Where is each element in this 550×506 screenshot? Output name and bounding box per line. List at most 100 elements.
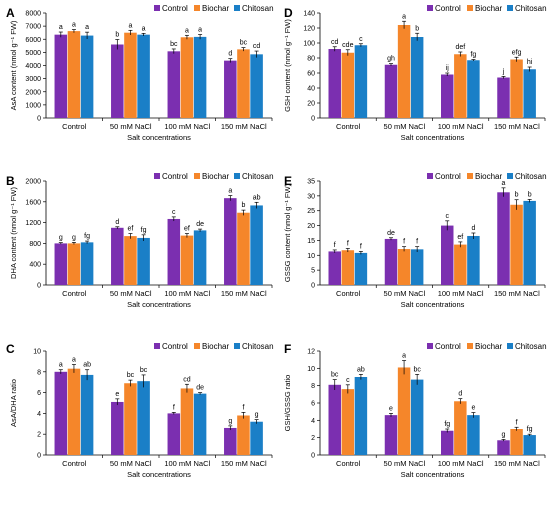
significance-letter: fg — [444, 421, 450, 428]
y-tick-label: 2 — [37, 432, 41, 439]
bar — [180, 388, 194, 455]
y-tick-label: 10 — [307, 366, 315, 373]
significance-letter: hi — [527, 59, 533, 66]
legend: Control Biochar Chitosan — [154, 4, 274, 13]
bar — [111, 401, 124, 455]
significance-letter: f — [403, 239, 405, 246]
x-tick-label: 50 mM NaCl — [110, 459, 152, 468]
legend-swatch — [467, 343, 473, 349]
y-tick-label: 0 — [311, 283, 315, 290]
panel-letter: F — [284, 342, 291, 356]
x-axis-label: Salt concentrations — [127, 133, 191, 142]
y-tick-label: 0 — [311, 116, 315, 123]
legend-swatch — [154, 5, 160, 11]
significance-letter: cd — [183, 376, 191, 383]
legend-label: Control — [162, 342, 188, 351]
bar — [328, 251, 341, 285]
bar — [111, 44, 124, 118]
bar — [237, 49, 250, 119]
bar — [397, 249, 411, 285]
x-tick-label: 50 mM NaCl — [384, 289, 426, 298]
legend-swatch — [507, 173, 513, 179]
legend: Control Biochar Chitosan — [427, 4, 547, 13]
y-axis-label: GSH/GSSG ratio — [283, 375, 292, 432]
y-tick-label: 7000 — [25, 24, 41, 31]
significance-letter: cd — [253, 43, 261, 50]
bar — [354, 377, 368, 455]
x-tick-label: 150 mM NaCl — [221, 459, 267, 468]
legend-label: Chitosan — [515, 4, 547, 13]
panel-e: E 0 5 10 15 20 25 30 35 GSSG content (nmol g⁻¹ FW… — [283, 172, 547, 309]
bar — [67, 368, 81, 455]
bar — [384, 64, 398, 118]
significance-letter: a — [59, 24, 63, 31]
bar — [237, 212, 250, 285]
x-tick-label: 100 mM NaCl — [438, 289, 484, 298]
legend-label: Biochar — [202, 4, 229, 13]
bar — [441, 74, 454, 118]
bar — [510, 429, 523, 455]
legend-swatch — [467, 5, 473, 11]
x-tick-label: 150 mM NaCl — [221, 122, 267, 131]
significance-letter: ab — [357, 366, 365, 373]
bar — [441, 225, 454, 285]
bar — [497, 192, 510, 285]
significance-letter: a — [85, 24, 89, 31]
significance-letter: a — [59, 362, 63, 369]
panel-letter: A — [6, 6, 15, 20]
y-tick-label: 80 — [307, 56, 315, 63]
significance-letter: b — [515, 192, 519, 199]
bar — [54, 243, 68, 285]
significance-letter: a — [142, 25, 146, 32]
significance-letter: bc — [170, 41, 178, 48]
bar — [250, 54, 263, 118]
legend-label: Biochar — [202, 342, 229, 351]
bar — [523, 435, 536, 455]
significance-letter: cd — [331, 39, 339, 46]
bar — [250, 205, 263, 285]
significance-letter: ab — [253, 194, 261, 201]
bar — [410, 249, 424, 285]
bar — [193, 393, 207, 455]
bar — [111, 227, 124, 285]
significance-letter: bc — [240, 40, 248, 47]
y-tick-label: 30 — [307, 193, 315, 200]
legend: Control Biochar Chitosan — [427, 342, 547, 351]
significance-letter: bc — [127, 372, 135, 379]
bar — [497, 440, 510, 455]
bar — [224, 427, 237, 455]
significance-letter: e — [471, 405, 475, 412]
bar — [180, 37, 194, 118]
bar — [467, 415, 480, 455]
y-axis-label: GSH content (nmol g⁻¹ FW) — [283, 19, 292, 112]
panel-letter: D — [284, 6, 293, 20]
legend-label: Chitosan — [515, 342, 547, 351]
significance-letter: fg — [527, 426, 533, 433]
significance-letter: bc — [413, 366, 421, 373]
significance-letter: a — [185, 27, 189, 34]
significance-letter: ab — [83, 362, 91, 369]
y-tick-label: 0 — [311, 453, 315, 460]
bar — [167, 413, 181, 455]
legend: Control Biochar Chitosan — [154, 342, 274, 351]
bar — [467, 235, 480, 285]
significance-letter: g — [255, 412, 259, 419]
y-tick-label: 10 — [33, 349, 41, 356]
significance-letter: g — [228, 418, 232, 425]
y-tick-label: 6 — [311, 401, 315, 408]
bar — [341, 52, 355, 118]
bar — [67, 31, 81, 118]
significance-letter: b — [241, 202, 245, 209]
x-tick-label: Control — [336, 289, 361, 298]
bar — [467, 60, 480, 118]
y-tick-label: 0 — [37, 116, 41, 123]
y-tick-label: 100 — [303, 41, 315, 48]
x-tick-label: Control — [62, 289, 87, 298]
significance-letter: b — [415, 25, 419, 32]
legend-swatch — [194, 343, 200, 349]
significance-letter: d — [115, 219, 119, 226]
bar — [354, 252, 368, 285]
bar — [523, 200, 536, 285]
legend-swatch — [154, 343, 160, 349]
bar — [328, 384, 341, 455]
